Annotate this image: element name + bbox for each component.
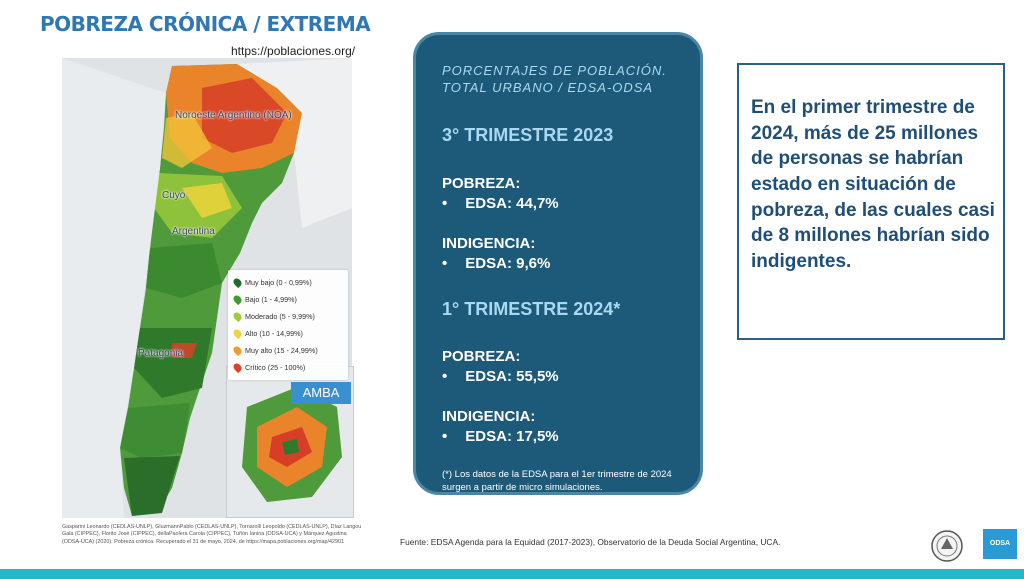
panel-subtitle: PORCENTAJES DE POBLACIÓN. TOTAL URBANO /…: [442, 63, 667, 95]
pobreza-label-2024: POBREZA:: [442, 348, 521, 365]
indigencia-value-text: EDSA: 9,6%: [465, 255, 551, 272]
legend-marker-icon: [231, 327, 244, 340]
bullet-icon: •: [442, 255, 448, 272]
odsa-logo: ODSA: [983, 529, 1017, 559]
map-label-argentina: Argentina: [172, 226, 215, 237]
summary-text: En el primer trimestre de 2024, más de 2…: [751, 97, 995, 272]
legend-item: Muy alto (15 - 24,99%): [231, 344, 318, 357]
legend-marker-icon: [231, 276, 244, 289]
legend-marker-icon: [231, 310, 244, 323]
legend-label: Moderado (5 - 9,99%): [245, 312, 315, 321]
legend-label: Muy alto (15 - 24,99%): [245, 346, 318, 355]
map-label-noa: Noroeste Argentino (NOA): [175, 110, 292, 121]
legend-label: Alto (10 - 14,99%): [245, 329, 303, 338]
bottom-accent-bar: [0, 569, 1024, 579]
statistics-panel: PORCENTAJES DE POBLACIÓN. TOTAL URBANO /…: [413, 32, 703, 495]
source-note: Fuente: EDSA Agenda para la Equidad (201…: [400, 537, 781, 547]
indigencia-value-text: EDSA: 17,5%: [465, 428, 559, 445]
indigencia-value-2023: • EDSA: 9,6%: [442, 255, 550, 272]
map-label-patagonia: Patagonia: [138, 348, 184, 359]
bullet-icon: •: [442, 428, 448, 445]
legend-label: Muy bajo (0 - 0,99%): [245, 278, 312, 287]
legend-marker-icon: [231, 361, 244, 374]
slide-title: POBREZA CRÓNICA / EXTREMA: [40, 12, 371, 36]
indigencia-label-2023: INDIGENCIA:: [442, 235, 536, 252]
legend-marker-icon: [231, 344, 244, 357]
legend-marker-icon: [231, 293, 244, 306]
panel-footnote: (*) Los datos de la EDSA para el 1er tri…: [442, 469, 672, 493]
indigencia-label-2024: INDIGENCIA:: [442, 408, 536, 425]
indigencia-value-2024: • EDSA: 17,5%: [442, 428, 559, 445]
pobreza-value-2023: • EDSA: 44,7%: [442, 195, 559, 212]
period-heading-2024: 1° TRIMESTRE 2024*: [442, 299, 621, 319]
bullet-icon: •: [442, 368, 448, 385]
legend-item: Crítico (25 - 100%): [231, 361, 306, 374]
pobreza-value-2024: • EDSA: 55,5%: [442, 368, 559, 385]
legend-label: Bajo (1 - 4,99%): [245, 295, 297, 304]
legend-item: Alto (10 - 14,99%): [231, 327, 303, 340]
pobreza-value-text: EDSA: 44,7%: [465, 195, 559, 212]
summary-box: En el primer trimestre de 2024, más de 2…: [737, 63, 1005, 340]
map-citation: Gasparini Leonardo (CEDLAS-UNLP), Gluzma…: [62, 524, 362, 545]
legend-label: Crítico (25 - 100%): [245, 363, 306, 372]
pobreza-label-2023: POBREZA:: [442, 175, 521, 192]
map-label-cuyo: Cuyo: [162, 190, 186, 201]
amba-label: AMBA: [291, 382, 351, 404]
bullet-icon: •: [442, 195, 448, 212]
period-heading-2023: 3° TRIMESTRE 2023: [442, 125, 614, 145]
map-legend: Muy bajo (0 - 0,99%) Bajo (1 - 4,99%) Mo…: [228, 270, 348, 380]
pobreza-value-text: EDSA: 55,5%: [465, 368, 559, 385]
legend-item: Moderado (5 - 9,99%): [231, 310, 315, 323]
legend-item: Muy bajo (0 - 0,99%): [231, 276, 312, 289]
legend-item: Bajo (1 - 4,99%): [231, 293, 297, 306]
source-url[interactable]: https://poblaciones.org/: [231, 44, 356, 58]
uca-seal-icon: [931, 530, 963, 562]
